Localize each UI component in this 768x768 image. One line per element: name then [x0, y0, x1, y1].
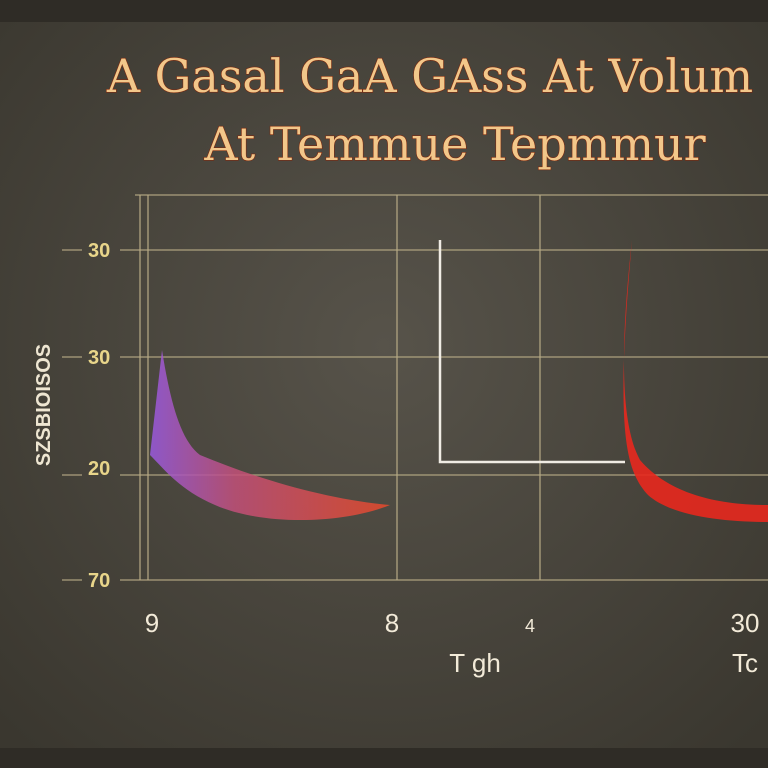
x-tick-label: 30	[731, 608, 760, 638]
bottom-edge	[0, 748, 768, 768]
y-tick-label: 70	[88, 570, 110, 592]
title-line-2: At Temmue Tepmmur	[203, 117, 705, 171]
x-axis-title: Tc	[732, 648, 758, 678]
y-tick-label: 30	[88, 240, 110, 262]
y-tick-label: 30	[88, 347, 110, 369]
x-tick-label: 8	[385, 608, 399, 638]
y-tick-label: 20	[88, 458, 110, 480]
x-tick-label: 4	[525, 616, 535, 636]
step-line	[438, 240, 625, 464]
top-edge	[0, 0, 768, 22]
curve-left	[150, 350, 390, 520]
x-tick-label: 9	[145, 608, 159, 638]
title-line-1: A Gasal GaA GAss At Volum	[106, 49, 753, 103]
y-axis-title: SZSBIOISOS	[33, 344, 55, 466]
x-axis-title: T gh	[449, 648, 501, 678]
